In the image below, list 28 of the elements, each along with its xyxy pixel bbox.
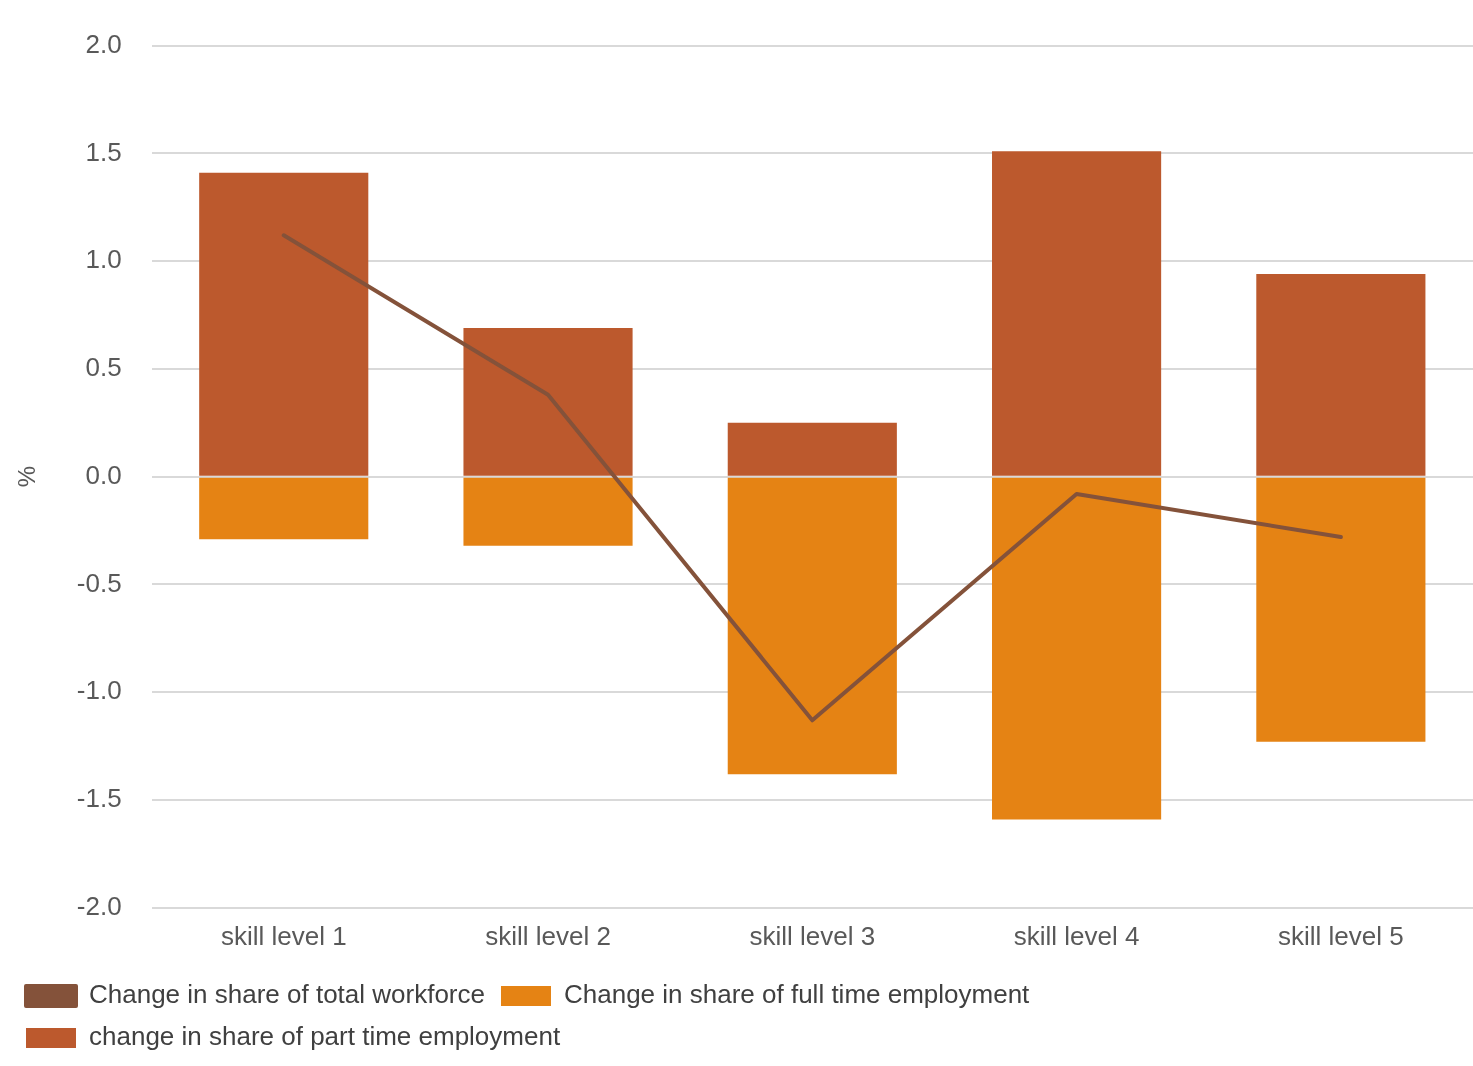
legend-label: Change in share of full time employment [563,979,1031,1010]
bar [199,477,369,540]
x-tick-label: skill level 2 [485,920,611,951]
bar [463,327,633,476]
bar [1256,274,1426,476]
bar [199,172,369,476]
y-axis-title: % [13,466,41,488]
x-tick-label: skill level 1 [220,920,347,951]
bar [727,422,897,476]
y-tick-label: 1.5 [85,136,122,167]
bar [727,477,897,775]
x-tick-label: skill level 5 [1278,920,1404,951]
legend-label: Change in share of total workforce [89,979,485,1010]
x-tick-label: skill level 3 [749,920,876,951]
bar [463,477,633,546]
y-tick-label: 0.0 [85,459,122,490]
bar [992,151,1162,476]
x-tick-label: skill level 4 [1013,920,1140,951]
bar [1256,477,1426,742]
y-tick-label: -1.0 [76,675,122,706]
y-tick-label: -1.5 [76,783,122,814]
y-tick-label: 1.0 [85,244,122,275]
y-tick-label: 2.0 [85,28,122,59]
y-tick-label: -2.0 [76,890,122,921]
y-tick-label: -0.5 [76,567,122,598]
y-tick-label: 0.5 [85,352,122,383]
legend-label: change in share of part time employment [89,1021,561,1052]
bar [992,477,1162,820]
